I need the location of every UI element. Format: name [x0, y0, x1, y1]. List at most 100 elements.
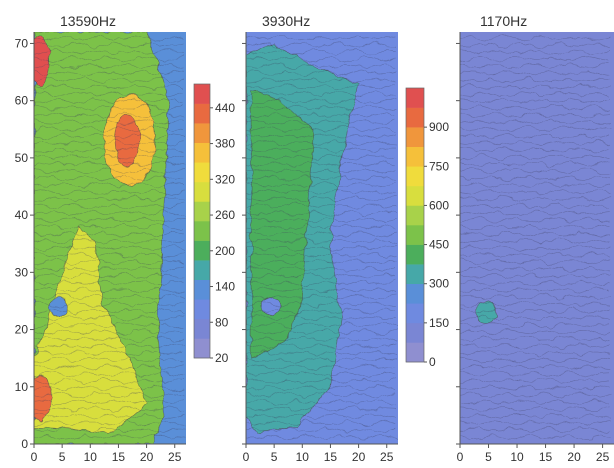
colorbar-swatch [406, 88, 424, 108]
contour-line [460, 329, 611, 335]
colorbar-swatch [194, 338, 210, 359]
contour-line [246, 217, 397, 223]
contour-line [246, 98, 397, 104]
panel-1170hz: 1170Hz 0 5 10 15 20 25 [456, 13, 614, 464]
contour-line [460, 182, 611, 188]
contour-texture [460, 35, 611, 440]
y-tick-label: 50 [15, 151, 29, 165]
contour-line [460, 154, 611, 160]
contour-line [460, 343, 611, 349]
contour-line [246, 378, 397, 384]
contour-line [34, 35, 185, 41]
colorbar-swatch [194, 299, 210, 320]
contour-line [246, 49, 397, 55]
contour-line [246, 371, 397, 377]
panel-title: 13590Hz [60, 13, 116, 29]
contour-line [34, 350, 185, 356]
contour-line [34, 252, 185, 258]
contour-line [460, 140, 611, 146]
contour-line [34, 168, 185, 174]
contour-line [34, 392, 185, 398]
colorbar-swatch [406, 185, 424, 206]
contour-line [246, 203, 397, 209]
contour-line [246, 35, 397, 41]
heatmap-region [34, 226, 147, 433]
contour-line [460, 259, 611, 265]
contour-line [34, 105, 185, 111]
contour-line [34, 406, 185, 412]
contour-line [246, 77, 397, 83]
contour-line [246, 42, 397, 48]
colorbar-tick-label: 320 [215, 172, 235, 186]
colorbar-swatch [406, 146, 424, 167]
colorbar-swatch [406, 303, 424, 324]
contour-line [34, 56, 185, 62]
y-axis [456, 32, 461, 445]
contour-line [246, 322, 397, 328]
contour-line [246, 189, 397, 195]
contour-line [34, 77, 185, 83]
colorbar-swatch [194, 279, 210, 300]
contour-line [246, 392, 397, 398]
heatmap-area [246, 32, 398, 444]
contour-line [34, 336, 185, 342]
colorbar-tick-label: 750 [429, 159, 449, 173]
contour-line [34, 273, 185, 279]
colorbar-swatch [406, 166, 424, 187]
contour-line [246, 343, 397, 349]
contour-line [34, 322, 185, 328]
x-tick-label: 15 [112, 450, 126, 464]
contour-line [460, 308, 611, 314]
colorbar-swatch [406, 205, 424, 226]
contour-line [460, 238, 611, 244]
contour-line [460, 371, 611, 377]
contour-line [34, 413, 185, 419]
contour-line [34, 70, 185, 76]
colorbar-swatch [406, 225, 424, 245]
colorbar-tick-label: 440 [215, 101, 235, 115]
colorbar-tick-label: 450 [429, 238, 449, 252]
contour-line [34, 301, 185, 307]
contour-line [246, 119, 397, 125]
panel-3930hz: 3930Hz 0 5 10 15 20 25 0 150 300 450 600 750 900 [242, 13, 449, 464]
contour-line [460, 91, 611, 97]
heatmap-region [262, 297, 281, 317]
contour-line [460, 378, 611, 384]
y-tick-label: 30 [15, 265, 29, 279]
contour-line [246, 315, 397, 321]
contour-line [34, 371, 185, 377]
colorbar-swatch [406, 322, 424, 343]
contour-line [460, 56, 611, 62]
x-tick-label: 15 [539, 450, 553, 464]
colorbar-swatch [194, 201, 210, 222]
contour-line [246, 413, 397, 419]
contour-line [34, 112, 185, 118]
contour-line [460, 105, 611, 111]
contour-line [34, 266, 185, 272]
contour-line [460, 287, 611, 293]
contour-line [246, 266, 397, 272]
colorbar-swatch [194, 221, 210, 241]
contour-line [34, 203, 185, 209]
contour-line [246, 294, 397, 300]
contour-line [246, 231, 397, 237]
contour-line [246, 245, 397, 251]
x-tick-label: 0 [31, 450, 38, 464]
contour-line [246, 336, 397, 342]
contour-line [246, 252, 397, 258]
contour-line [34, 161, 185, 167]
colorbar-swatch [194, 123, 210, 144]
contour-line [34, 91, 185, 97]
heatmap-region [50, 297, 69, 317]
contour-line [460, 119, 611, 125]
y-axis: 0 10 20 30 40 50 60 70 [15, 32, 35, 451]
colorbar: 0 150 300 450 600 750 900 [405, 87, 449, 369]
contour-line [34, 259, 185, 265]
contour-line [34, 217, 185, 223]
contour-line [460, 84, 611, 90]
y-tick-label: 40 [15, 208, 29, 222]
contour-line [460, 350, 611, 356]
contour-line [246, 224, 397, 230]
contour-line [460, 63, 611, 69]
contour-line [34, 231, 185, 237]
